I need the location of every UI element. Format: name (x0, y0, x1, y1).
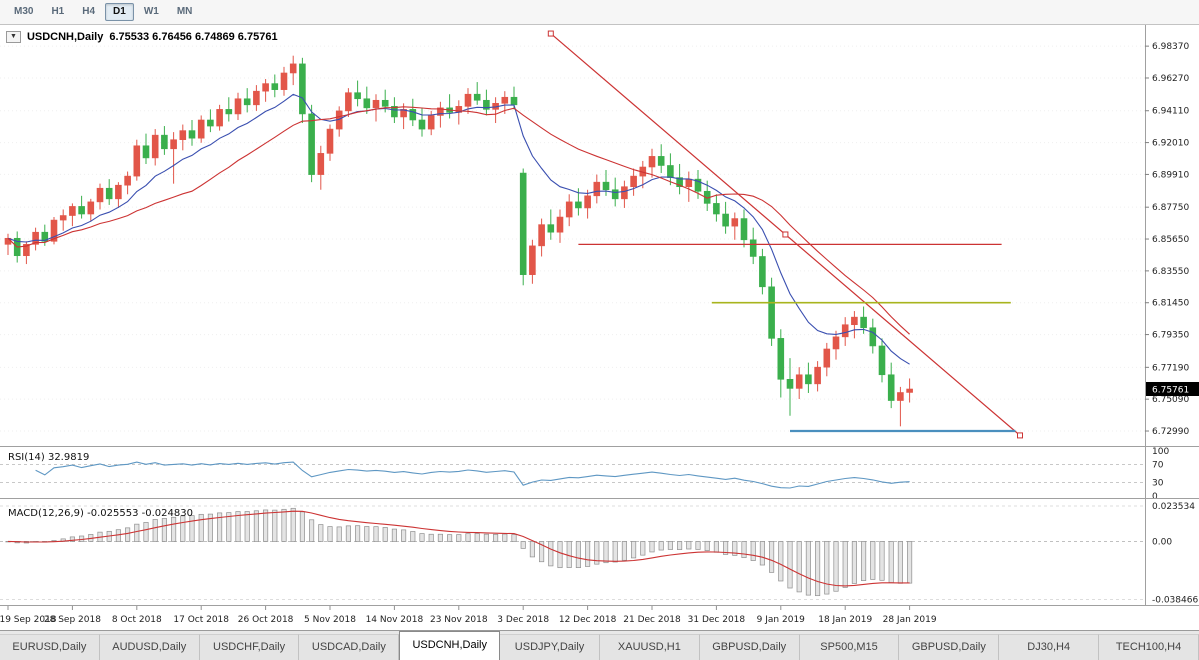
price-axis: 6.98370 6.96270 6.94110 6.92010 6.89910 6.877… (0, 25, 1199, 606)
date-label: 21 Dec 2018 (623, 615, 681, 625)
svg-text:6.77190: 6.77190 (1152, 363, 1189, 373)
trendline-handle[interactable] (1017, 432, 1023, 439)
svg-text:-0.038466: -0.038466 (1152, 595, 1198, 605)
chart-dropdown-icon[interactable]: ▼ (6, 31, 21, 43)
macd-label: MACD(12,26,9) -0.025553 -0.024830 (8, 508, 193, 519)
date-label: 5 Nov 2018 (304, 615, 356, 625)
svg-text:6.85650: 6.85650 (1152, 235, 1189, 245)
date-label: 31 Dec 2018 (688, 615, 746, 625)
chart-symbol-title: USDCNH,Daily (26, 31, 104, 43)
chart-header: ▼ USDCNH,Daily 6.75533 6.76456 6.74869 6… (6, 31, 278, 43)
chart-ohlc-readout: 6.75533 6.76456 6.74869 6.75761 (109, 31, 278, 43)
chart-tab-sp500-m15-8[interactable]: SP500,M15 (799, 634, 900, 660)
date-label: 12 Dec 2018 (559, 615, 617, 625)
chart-tab-usdchf-daily-2[interactable]: USDCHF,Daily (199, 634, 300, 660)
svg-text:70: 70 (1152, 461, 1164, 471)
macd-histogram (5, 507, 913, 597)
date-label: 9 Jan 2019 (757, 615, 805, 625)
svg-text:6.98370: 6.98370 (1152, 42, 1189, 52)
svg-text:6.81450: 6.81450 (1152, 299, 1189, 309)
date-label: 17 Oct 2018 (173, 615, 229, 625)
current-price-badge (1146, 381, 1199, 396)
svg-text:6.83550: 6.83550 (1152, 267, 1189, 277)
ma-fast-line (7, 93, 910, 365)
svg-text:0.00: 0.00 (1152, 537, 1172, 547)
main-price-panel (0, 30, 1145, 439)
svg-text:0.023534: 0.023534 (1152, 502, 1195, 512)
date-label: 18 Jan 2019 (818, 615, 872, 625)
svg-text:6.92010: 6.92010 (1152, 139, 1189, 149)
chart-tab-gbpusd-daily-9[interactable]: GBPUSD,Daily (899, 634, 1000, 660)
chart-tab-eurusd-daily-0[interactable]: EURUSD,Daily (0, 634, 100, 660)
svg-text:6.79350: 6.79350 (1152, 331, 1189, 341)
ma-slow-line (7, 106, 910, 335)
timeframe-button-mn[interactable]: MN (176, 6, 193, 17)
chart-tab-usdjpy-daily-5[interactable]: USDJPY,Daily (500, 634, 600, 660)
svg-text:6.94110: 6.94110 (1152, 107, 1189, 117)
svg-text:30: 30 (1152, 479, 1164, 489)
date-label: 19 Sep 2018 (0, 615, 57, 625)
rsi-panel: 100 70 30 0 (0, 447, 1169, 502)
current-price-value: 6.75761 (1152, 385, 1189, 395)
trendline-handle[interactable] (547, 30, 554, 37)
svg-text:6.75090: 6.75090 (1152, 395, 1189, 405)
macd-signal-line (7, 510, 910, 587)
chart-tab-audusd-daily-1[interactable]: AUDUSD,Daily (99, 634, 200, 660)
chart-area: 100 70 30 0 0.023534 0.00 -0.038466 6.98370 6.… (0, 25, 1199, 630)
svg-text:6.72990: 6.72990 (1152, 427, 1189, 437)
timeframe-button-w1[interactable]: W1 (143, 6, 159, 17)
chart-tab-dj30-h4-10[interactable]: DJ30,H4 (999, 634, 1100, 660)
date-label: 23 Nov 2018 (430, 615, 488, 625)
timeframe-button-m30[interactable]: M30 (14, 6, 34, 17)
macd-panel: 0.023534 0.00 -0.038466 (0, 502, 1198, 605)
chart-tab-tech100-h4-11[interactable]: TECH100,H4 (1099, 634, 1199, 660)
date-label: 3 Dec 2018 (497, 615, 549, 625)
timeframe-toolbar: M30 H1 H4 D1 W1 MN (0, 0, 1199, 25)
chart-tab-usdcnh-daily-4[interactable]: USDCNH,Daily (399, 631, 501, 660)
rsi-label: RSI(14) 32.9819 (8, 452, 89, 463)
svg-text:100: 100 (1152, 447, 1169, 457)
chart-tab-gbpusd-daily-7[interactable]: GBPUSD,Daily (699, 634, 800, 660)
date-label: 28 Sep 2018 (44, 615, 101, 625)
rsi-line (35, 461, 910, 489)
svg-text:0: 0 (1152, 492, 1158, 502)
date-label: 26 Oct 2018 (238, 615, 294, 625)
date-label: 14 Nov 2018 (366, 615, 424, 625)
chart-tab-xauusd-h1-6[interactable]: XAUUSD,H1 (599, 634, 700, 660)
chart-tab-usdcad-daily-3[interactable]: USDCAD,Daily (299, 634, 400, 660)
date-label: 28 Jan 2019 (883, 615, 937, 625)
timeframe-button-d1[interactable]: D1 (105, 3, 134, 21)
svg-text:6.87750: 6.87750 (1152, 203, 1189, 213)
svg-text:6.89910: 6.89910 (1152, 170, 1189, 180)
date-label: 8 Oct 2018 (112, 615, 162, 625)
trendline-handle[interactable] (782, 231, 789, 238)
timeframe-button-h1[interactable]: H1 (51, 6, 65, 17)
chart-tab-bar: EURUSD,Daily AUDUSD,Daily USDCHF,Daily USDC… (0, 630, 1199, 660)
timeframe-button-h4[interactable]: H4 (82, 6, 96, 17)
svg-text:6.96270: 6.96270 (1152, 74, 1189, 84)
